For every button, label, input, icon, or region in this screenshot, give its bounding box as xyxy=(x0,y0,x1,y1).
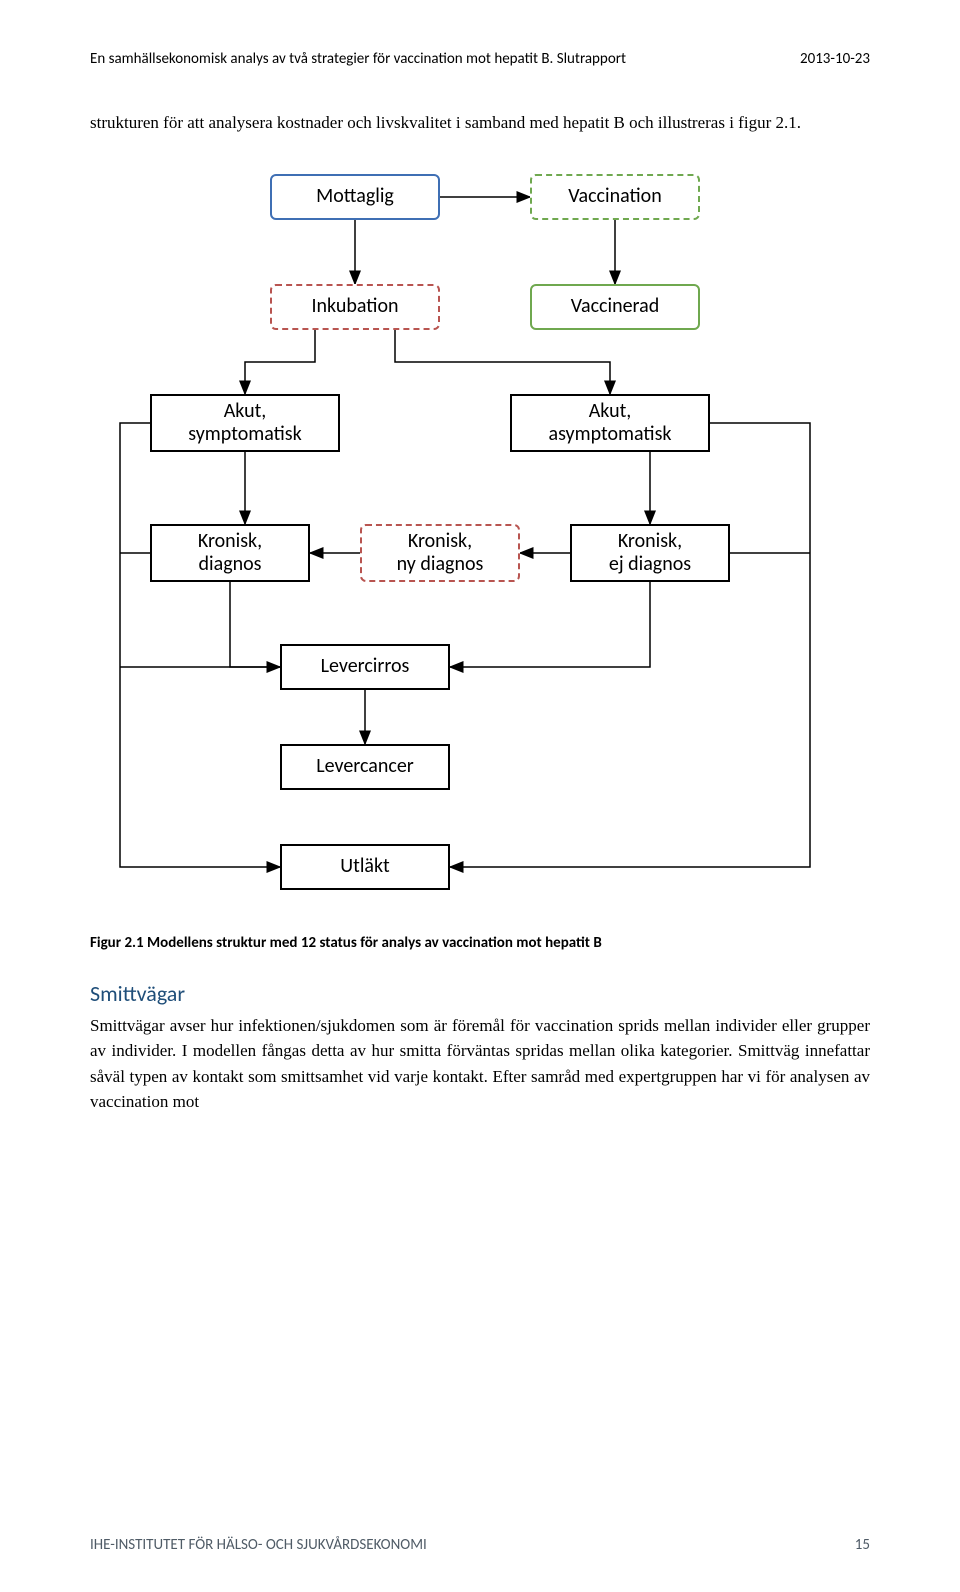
edge-inkubation-akut_sym-3 xyxy=(245,330,315,394)
footer-page-number: 15 xyxy=(855,1536,870,1554)
node-utlakt: Utläkt xyxy=(280,844,450,890)
node-cancer: Levercancer xyxy=(280,744,450,790)
header-title: En samhällsekonomisk analys av två strat… xyxy=(90,50,626,68)
flowchart: Mottaglig Vaccination Inkubation Vaccinerad… xyxy=(90,154,870,914)
node-kron_ejdiag: Kronisk,ej diagnos xyxy=(570,524,730,582)
body-paragraph: Smittvägar avser hur infektionen/sjukdom… xyxy=(90,1013,870,1115)
node-kron_nydiag: Kronisk,ny diagnos xyxy=(360,524,520,582)
edge-kron_ejdiag-cirros-10 xyxy=(450,582,650,667)
footer-institution: IHE-INSTITUTET FÖR HÄLSO- OCH SJUKVÅRDSE… xyxy=(90,1536,427,1554)
node-kron_diag: Kronisk,diagnos xyxy=(150,524,310,582)
node-akut_sym: Akut,symptomatisk xyxy=(150,394,340,452)
node-inkubation: Inkubation xyxy=(270,284,440,330)
edge-kron_diag-cirros-9 xyxy=(230,582,280,667)
edge-inkubation-akut_asym-4 xyxy=(395,330,610,394)
node-cirros: Levercirros xyxy=(280,644,450,690)
header-date: 2013-10-23 xyxy=(800,50,870,68)
section-subhead-smittvagar: Smittvägar xyxy=(90,980,870,1007)
node-mottaglig: Mottaglig xyxy=(270,174,440,220)
intro-paragraph: strukturen för att analysera kostnader o… xyxy=(90,110,870,136)
node-vaccinerad: Vaccinerad xyxy=(530,284,700,330)
node-vaccination: Vaccination xyxy=(530,174,700,220)
figure-caption: Figur 2.1 Modellens struktur med 12 stat… xyxy=(90,934,870,952)
node-akut_asym: Akut,asymptomatisk xyxy=(510,394,710,452)
edge-akut_asym-utlakt-13 xyxy=(450,423,810,867)
edge-akut_sym-utlakt-12 xyxy=(120,423,280,867)
